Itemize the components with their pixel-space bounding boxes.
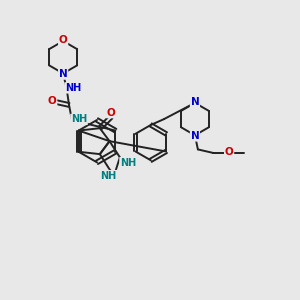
Text: NH: NH	[120, 158, 136, 168]
Text: O: O	[59, 35, 68, 46]
Text: N: N	[59, 69, 68, 79]
Text: O: O	[225, 147, 233, 158]
Text: NH: NH	[100, 171, 117, 181]
Text: O: O	[48, 96, 57, 106]
Text: NH: NH	[71, 114, 87, 124]
Text: N: N	[190, 131, 199, 141]
Text: NH: NH	[65, 83, 81, 93]
Text: N: N	[190, 97, 199, 107]
Text: O: O	[107, 108, 116, 118]
